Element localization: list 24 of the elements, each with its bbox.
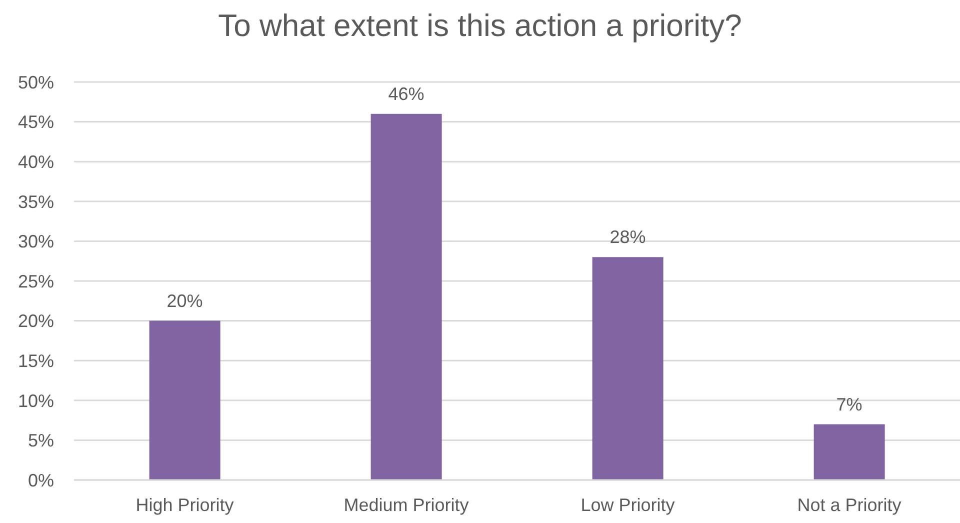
x-tick-label: Low Priority: [580, 494, 675, 515]
y-tick-label: 10%: [18, 390, 54, 411]
bar: [370, 114, 442, 480]
x-tick-label: High Priority: [136, 494, 234, 515]
y-tick-label: 50%: [18, 72, 54, 92]
y-tick-label: 15%: [18, 350, 54, 371]
y-tick-label: 25%: [18, 271, 54, 292]
y-tick-label: 5%: [28, 430, 54, 451]
bar: [149, 320, 220, 480]
y-tick-label: 20%: [18, 311, 54, 332]
y-tick-label: 35%: [18, 192, 54, 212]
bar: [592, 257, 664, 480]
chart-title: To what extent is this action a priority?: [217, 8, 743, 44]
data-label: 46%: [388, 84, 424, 104]
data-label: 28%: [610, 227, 646, 248]
y-tick-label: 30%: [18, 232, 54, 252]
data-label: 7%: [836, 394, 862, 414]
y-tick-label: 0%: [28, 470, 54, 490]
data-label: 20%: [166, 290, 203, 311]
x-tick-label: Medium Priority: [344, 494, 469, 515]
x-tick-label: Not a Priority: [797, 494, 902, 515]
bar: [814, 424, 885, 480]
y-tick-label: 45%: [18, 112, 54, 132]
y-tick-label: 40%: [18, 152, 54, 172]
